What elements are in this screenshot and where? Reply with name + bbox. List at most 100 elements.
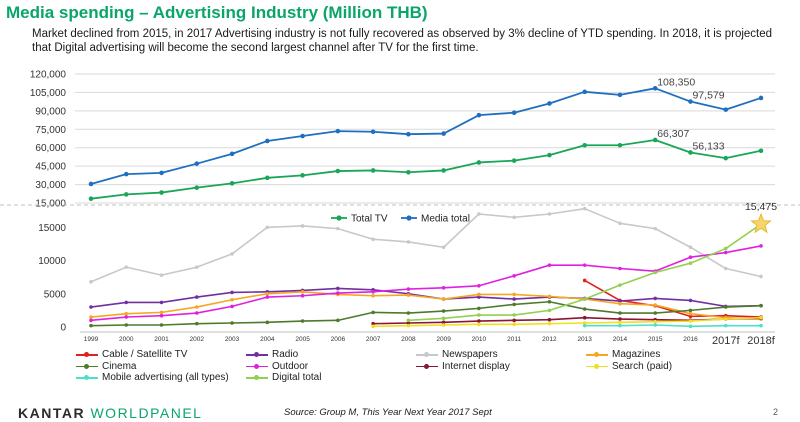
data-point-media-total [335,128,341,134]
legend-label: Newspapers [442,349,498,361]
data-point-search-paid [371,324,375,329]
data-point-internet-display [547,317,552,322]
data-point-magazines [371,293,375,298]
data-point-outdoor [477,283,481,288]
data-point-internet-display [582,315,587,320]
data-point-newspapers [159,273,164,277]
legend-item-search-paid: Search (paid) [586,361,746,373]
data-point-search-paid [653,319,658,324]
data-point-search-paid [759,315,763,320]
data-point-media-total [476,112,482,118]
legend-swatch [246,362,268,370]
data-point-newspapers [512,215,516,220]
x-tick-label: 2016 [683,336,698,343]
x-tick-label: 2006 [331,336,346,343]
data-point-outdoor [406,287,411,291]
series-line-newspapers [90,207,762,283]
data-point-outdoor [688,255,693,260]
data-point-magazines [618,301,622,306]
x-tick-label: 2010 [472,336,487,343]
page-number: 2 [773,407,779,417]
data-point-mobile-advertising-all-types [688,324,693,329]
data-point-radio [194,295,199,299]
data-point-total-tv [88,196,94,201]
data-label: 66,307 [657,128,689,140]
legend-swatch [586,362,608,370]
legend-item-digital-total: Digital total [246,372,416,384]
data-point-outdoor [194,311,199,315]
legend-item-mobile-advertising-all-types: Mobile advertising (all types) [76,372,246,384]
data-point-cinema [124,323,129,327]
series-line-cinema [90,300,762,327]
legend-label: Cinema [102,360,137,372]
data-point-media-total [441,131,446,136]
data-point-newspapers [688,245,693,250]
kantar-worldpanel-logo: KANTAR WORLDPANEL [18,405,202,421]
data-point-radio [477,295,481,299]
x-tick-label: 2004 [260,336,275,343]
data-point-cinema [89,323,93,328]
data-point-digital-total [441,316,446,321]
data-point-outdoor [89,318,93,323]
data-point-outdoor [159,313,164,318]
data-point-magazines [230,297,234,302]
data-point-newspapers [371,237,375,242]
data-point-total-tv [406,169,411,175]
data-point-search-paid [582,321,587,325]
series-line-magazines [90,290,762,320]
data-point-total-tv [370,168,376,173]
data-point-mobile-advertising-all-types [759,323,763,328]
top-y-tick-label: 75,000 [35,125,66,136]
data-point-newspapers [124,265,129,269]
x-tick-label: 2009 [436,336,451,343]
data-point-outdoor [124,315,129,319]
data-point-magazines [89,315,93,319]
source-note: Source: Group M, This Year Next Year 201… [284,407,492,418]
series-line-total-tv [90,139,762,200]
data-point-digital-total [582,297,587,301]
data-point-cinema [406,311,411,315]
data-point-magazines [194,305,199,309]
top-y-tick-label: 45,000 [35,162,66,173]
data-point-outdoor [759,244,763,248]
data-point-outdoor [300,293,305,298]
data-point-newspapers [477,212,481,216]
bottom-y-tick-label: 15000 [38,223,66,234]
top-y-tick-label: 90,000 [35,106,66,117]
data-point-cinema [336,318,340,323]
data-point-total-tv [617,142,623,148]
x-tick-label: 2014 [613,336,628,343]
data-point-cinema [159,323,164,327]
data-point-media-total [406,131,411,137]
legend-swatch [76,351,98,359]
data-point-radio [159,300,164,305]
data-point-magazines [300,289,305,294]
data-point-magazines [688,311,693,316]
data-point-magazines [547,294,552,299]
data-label: 56,133 [692,140,724,152]
data-point-cinema [582,307,587,311]
data-point-total-tv [688,150,693,155]
data-point-search-paid [688,319,693,323]
data-point-total-tv [476,160,482,165]
data-point-total-tv [123,192,129,197]
legend-marker-media-total [406,215,412,221]
legend-swatch [76,374,98,382]
top-y-tick-label: 105,000 [30,88,67,99]
legend-item-cable-satellite-tv: Cable / Satellite TV [76,349,246,361]
data-point-cinema [618,311,622,315]
data-point-digital-total [653,270,658,275]
legend-marker-total-tv [336,215,342,221]
data-point-total-tv [194,185,200,190]
data-point-media-total [688,99,693,104]
data-point-media-total [511,110,517,115]
data-point-digital-total [547,308,552,313]
data-point-internet-display [371,321,375,326]
logo-kantar: KANTAR [18,405,86,421]
data-point-search-paid [441,323,446,327]
data-point-radio [230,290,234,295]
data-point-magazines [124,311,129,316]
series-line-outdoor [90,245,762,322]
data-point-total-tv [652,137,658,143]
data-point-media-total [229,151,235,157]
